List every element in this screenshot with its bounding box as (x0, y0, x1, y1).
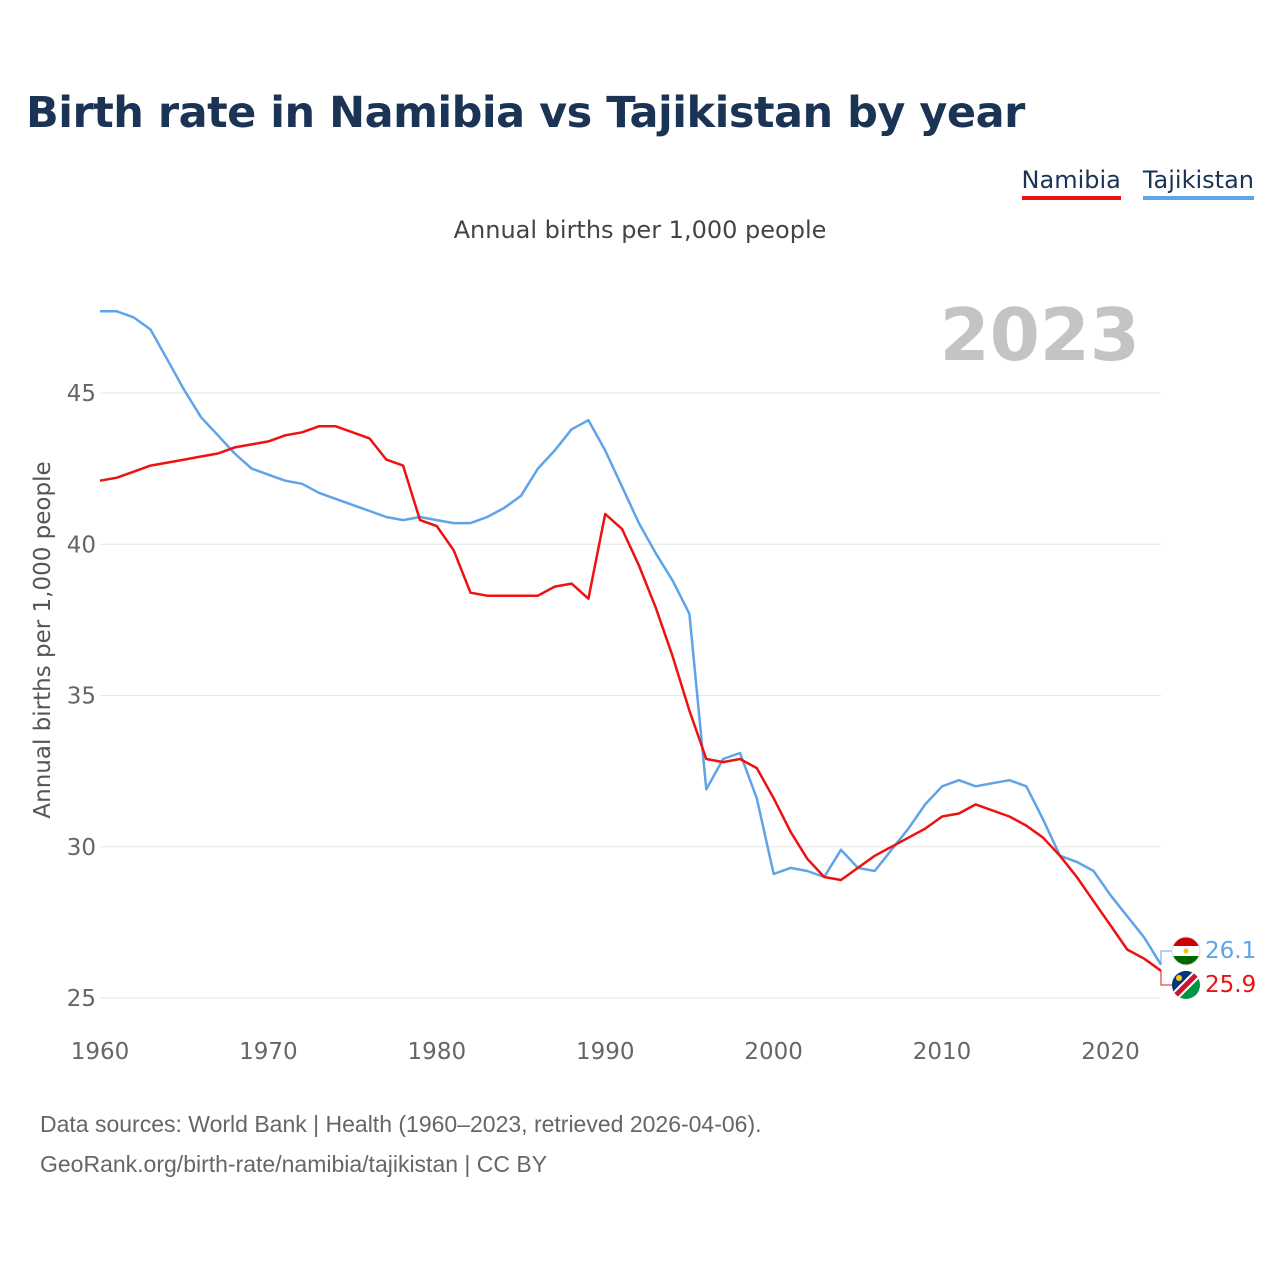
y-tick-label: 40 (67, 532, 96, 558)
chart-title: Birth rate in Namibia vs Tajikistan by y… (26, 88, 1025, 138)
legend: Namibia Tajikistan (1021, 166, 1254, 200)
x-tick-label: 1990 (576, 1039, 635, 1065)
x-tick-label: 1960 (71, 1039, 130, 1065)
footer: Data sources: World Bank | Health (1960–… (40, 1104, 762, 1184)
x-tick-label: 2010 (913, 1039, 972, 1065)
year-label: 2023 (940, 293, 1140, 377)
series-line-tajikistan (100, 310, 1163, 966)
tajikistan-flag-border (1171, 936, 1201, 966)
end-label-namibia: 25.9 (1205, 972, 1256, 998)
footer-sources: Data sources: World Bank | Health (1960–… (40, 1111, 762, 1137)
footer-attribution: GeoRank.org/birth-rate/namibia/tajikista… (40, 1151, 548, 1177)
y-tick-label: 25 (67, 986, 96, 1012)
legend-item-namibia[interactable]: Namibia (1021, 166, 1121, 200)
y-tick-label: 35 (67, 684, 96, 710)
y-tick-label: 30 (67, 835, 96, 861)
y-axis-label: Annual births per 1,000 people (30, 461, 56, 818)
x-tick-label: 1970 (239, 1039, 298, 1065)
x-tick-label: 1980 (408, 1039, 467, 1065)
line-chart: 2023 25 30 35 40 45 1960 1970 1980 1990 2000 2010… (30, 293, 1256, 1065)
tajikistan-flag-icon (1172, 937, 1200, 965)
legend-item-tajikistan[interactable]: Tajikistan (1142, 166, 1254, 200)
namibia-flag-icon (1172, 971, 1200, 999)
x-tick-label: 2000 (744, 1039, 803, 1065)
y-tick-label: 45 (67, 381, 96, 407)
gridlines (100, 392, 1161, 999)
series-line-namibia (99, 425, 1162, 972)
x-tick-label: 2020 (1081, 1039, 1140, 1065)
end-label-tajikistan: 26.1 (1205, 938, 1256, 964)
x-axis: 1960 1970 1980 1990 2000 2010 2020 (71, 1039, 1140, 1065)
y-axis: 25 30 35 40 45 (67, 381, 96, 1012)
chart-subtitle: Annual births per 1,000 people (453, 216, 827, 244)
end-connector-namibia (1160, 970, 1172, 986)
end-connector-tajikistan (1160, 950, 1172, 965)
